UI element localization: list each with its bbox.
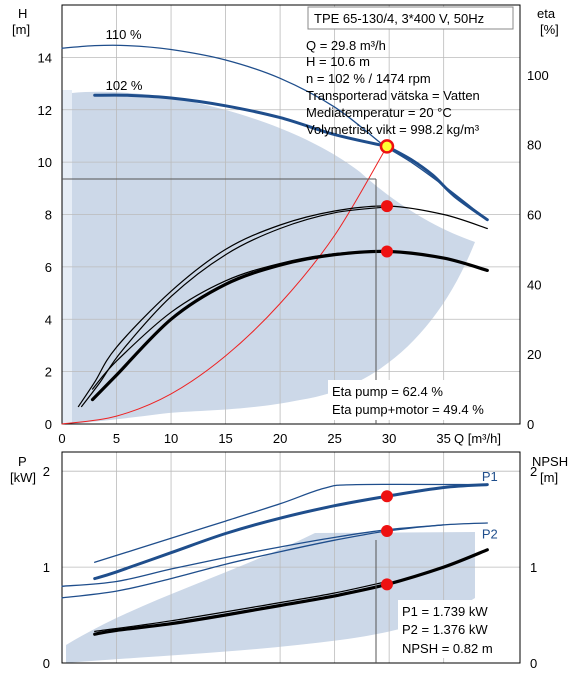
power-point-marker-2 — [380, 578, 393, 591]
y-right-tick-labels: 0 20 40 60 80 100 — [527, 68, 549, 432]
info-head: H = 10.6 m — [306, 54, 370, 69]
y-right-tick-label: 20 — [527, 347, 541, 362]
power-point-marker-1 — [380, 525, 393, 538]
series-line-0 — [93, 483, 489, 581]
y-right-label-line1: eta — [537, 6, 556, 21]
y-right-tick-label: 2 — [530, 464, 537, 479]
power-point-marker-0 — [380, 490, 393, 503]
x-tick-label: 15 — [218, 431, 232, 446]
y-left-label-line2: [kW] — [10, 470, 36, 485]
y-left-label-line1: P — [18, 454, 27, 469]
info-block: Q = 29.8 m³/h H = 10.6 m n = 102 % / 147… — [306, 38, 480, 137]
y-left-label-line2: [m] — [12, 22, 30, 37]
series-line-6 — [81, 206, 390, 408]
y-left-tick-labels: 0 1 2 — [43, 464, 50, 671]
y-right-tick-label: 80 — [527, 138, 541, 153]
series-line-4 — [61, 145, 388, 425]
operating-point-marker — [379, 139, 395, 154]
y-left-tick-label: 1 — [43, 560, 50, 575]
eta-point-marker-1 — [380, 245, 393, 258]
curve-labels: 110 % 102 % — [106, 27, 143, 93]
series-line-3 — [384, 145, 488, 221]
y-left-tick-label: 10 — [38, 155, 52, 170]
eta-pump: Eta pump = 62.4 % — [332, 384, 443, 399]
operating-region-light — [62, 90, 72, 424]
y-right-label-line2: [%] — [540, 22, 559, 37]
info-temperature: Mediatemperatur = 20 °C — [306, 105, 452, 120]
markers — [379, 139, 395, 258]
y-left-tick-label: 0 — [43, 656, 50, 671]
series-group — [61, 44, 489, 425]
y-right-tick-label: 0 — [527, 417, 534, 432]
x-tick-label: 10 — [164, 431, 178, 446]
series-group — [61, 483, 489, 636]
power-npsh-chart: 0 1 2 0 1 2 P [kW] NPSH [m] P1 = 1.739 kW P2… — [10, 451, 568, 671]
chart-title: TPE 65-130/4, 3*400 V, 50Hz — [314, 11, 484, 26]
y-right-tick-labels: 0 1 2 — [530, 464, 537, 671]
y-left-tick-label: 6 — [45, 260, 52, 275]
npsh-value: NPSH = 0.82 m — [402, 641, 493, 656]
x-tick-label: 20 — [273, 431, 287, 446]
eta-pump-motor: Eta pump+motor = 49.4 % — [332, 402, 484, 417]
eta-point-marker-0 — [380, 200, 393, 213]
x-tick-label: 5 — [113, 431, 120, 446]
x-tick-label: 25 — [327, 431, 341, 446]
p1-value: P1 = 1.739 kW — [402, 604, 488, 619]
y-right-label-line1: NPSH — [532, 454, 568, 469]
curve-label-0: P1 — [482, 469, 498, 484]
y-left-tick-label: 2 — [45, 365, 52, 380]
value-box — [398, 600, 510, 658]
y-right-tick-label: 100 — [527, 68, 549, 83]
series-line-1 — [93, 93, 389, 148]
title-box — [307, 6, 514, 30]
x-tick-label: 0 — [58, 431, 65, 446]
info-density: Volymetrisk vikt = 998.2 kg/m³ — [306, 122, 480, 137]
y-right-tick-label: 1 — [530, 560, 537, 575]
curve-label-0: 110 % — [106, 27, 142, 42]
curve-label-1: 102 % — [106, 78, 143, 93]
plot-frame — [61, 4, 521, 425]
series-line-1 — [94, 483, 488, 563]
y-right-tick-label: 0 — [530, 656, 537, 671]
curve-label-1: P2 — [482, 526, 498, 541]
y-left-tick-label: 12 — [38, 103, 52, 118]
power-region-fill — [66, 532, 475, 663]
info-flow: Q = 29.8 m³/h — [306, 38, 386, 53]
y-left-tick-label: 8 — [45, 208, 52, 223]
y-right-tick-label: 40 — [527, 277, 541, 292]
x-tick-label: 30 — [382, 431, 396, 446]
series-line-0 — [61, 44, 386, 148]
grid — [62, 5, 520, 424]
y-right-tick-label: 60 — [527, 208, 541, 223]
eta-box — [328, 380, 514, 420]
series-line-5 — [77, 205, 488, 408]
series-line-4 — [93, 548, 489, 636]
y-left-tick-labels: 0 2 4 6 8 10 12 14 — [38, 50, 52, 432]
y-right-label-line2: [m] — [540, 470, 558, 485]
info-liquid: Transporterad vätska = Vatten — [306, 88, 480, 103]
y-left-tick-label: 2 — [43, 464, 50, 479]
y-left-tick-label: 14 — [38, 50, 52, 65]
x-axis-label: Q [m³/h] — [454, 431, 501, 446]
plot-frame — [61, 451, 521, 664]
series-line-2 — [385, 144, 489, 222]
series-line-5 — [94, 580, 388, 632]
series-line-3 — [61, 522, 488, 599]
series-line-8 — [91, 250, 390, 390]
series-line-7 — [90, 249, 489, 402]
y-left-tick-label: 4 — [45, 312, 52, 327]
markers — [380, 490, 393, 591]
info-speed: n = 102 % / 1474 rpm — [306, 71, 431, 86]
curve-labels: P1 P2 — [482, 469, 498, 542]
x-tick-labels: 0 5 10 15 20 25 30 35 — [58, 431, 451, 446]
y-left-tick-label: 0 — [45, 417, 52, 432]
p2-value: P2 = 1.376 kW — [402, 622, 488, 637]
operating-region — [62, 90, 475, 424]
y-left-label-line1: H — [18, 6, 27, 21]
x-tick-label: 35 — [436, 431, 450, 446]
operating-region-fill — [72, 91, 475, 424]
